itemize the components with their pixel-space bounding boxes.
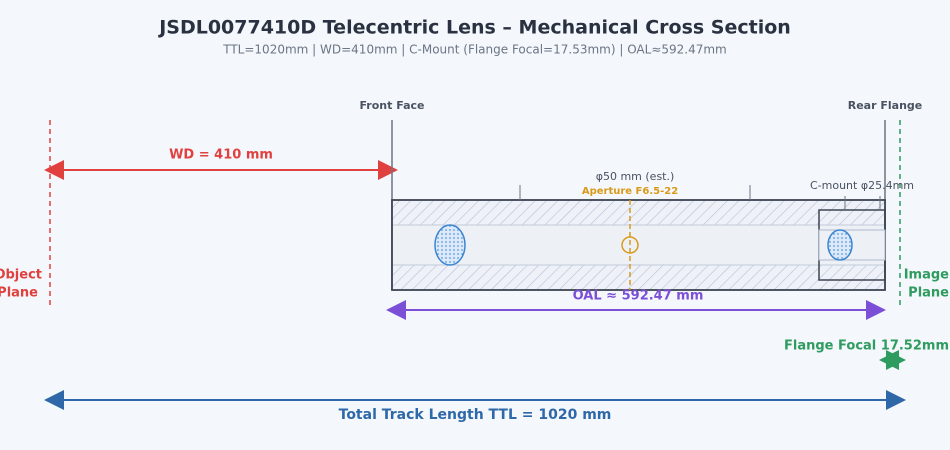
aperture-label: Aperture F6.5-22	[582, 186, 678, 197]
wd-label: WD = 410 mm	[169, 148, 273, 163]
image-plane-label: Plane	[908, 286, 949, 301]
c-mount-label: C-mount φ25.4mm	[810, 179, 914, 192]
aperture-diameter-label: φ50 mm (est.)	[596, 170, 675, 183]
title: JSDL0077410D Telecentric Lens – Mechanic…	[157, 17, 791, 39]
barrel-wall	[392, 265, 885, 290]
barrel-wall	[392, 200, 885, 225]
aperture-stop	[621, 236, 639, 254]
object-plane-label: Plane	[0, 286, 38, 301]
front-face-label: Front Face	[360, 99, 425, 112]
lens-element	[827, 229, 853, 261]
rear-flange-label: Rear Flange	[848, 99, 922, 112]
oal-label: OAL ≈ 592.47 mm	[573, 289, 704, 304]
ttl-label: Total Track Length TTL = 1020 mm	[339, 407, 612, 423]
lens-element	[434, 224, 466, 266]
flange-focal-label: Flange Focal 17.52mm	[784, 339, 949, 354]
image-plane-label: Image	[904, 268, 949, 283]
object-plane-label: Object	[0, 268, 42, 283]
subtitle: TTL=1020mm | WD=410mm | C-Mount (Flange …	[222, 43, 727, 57]
